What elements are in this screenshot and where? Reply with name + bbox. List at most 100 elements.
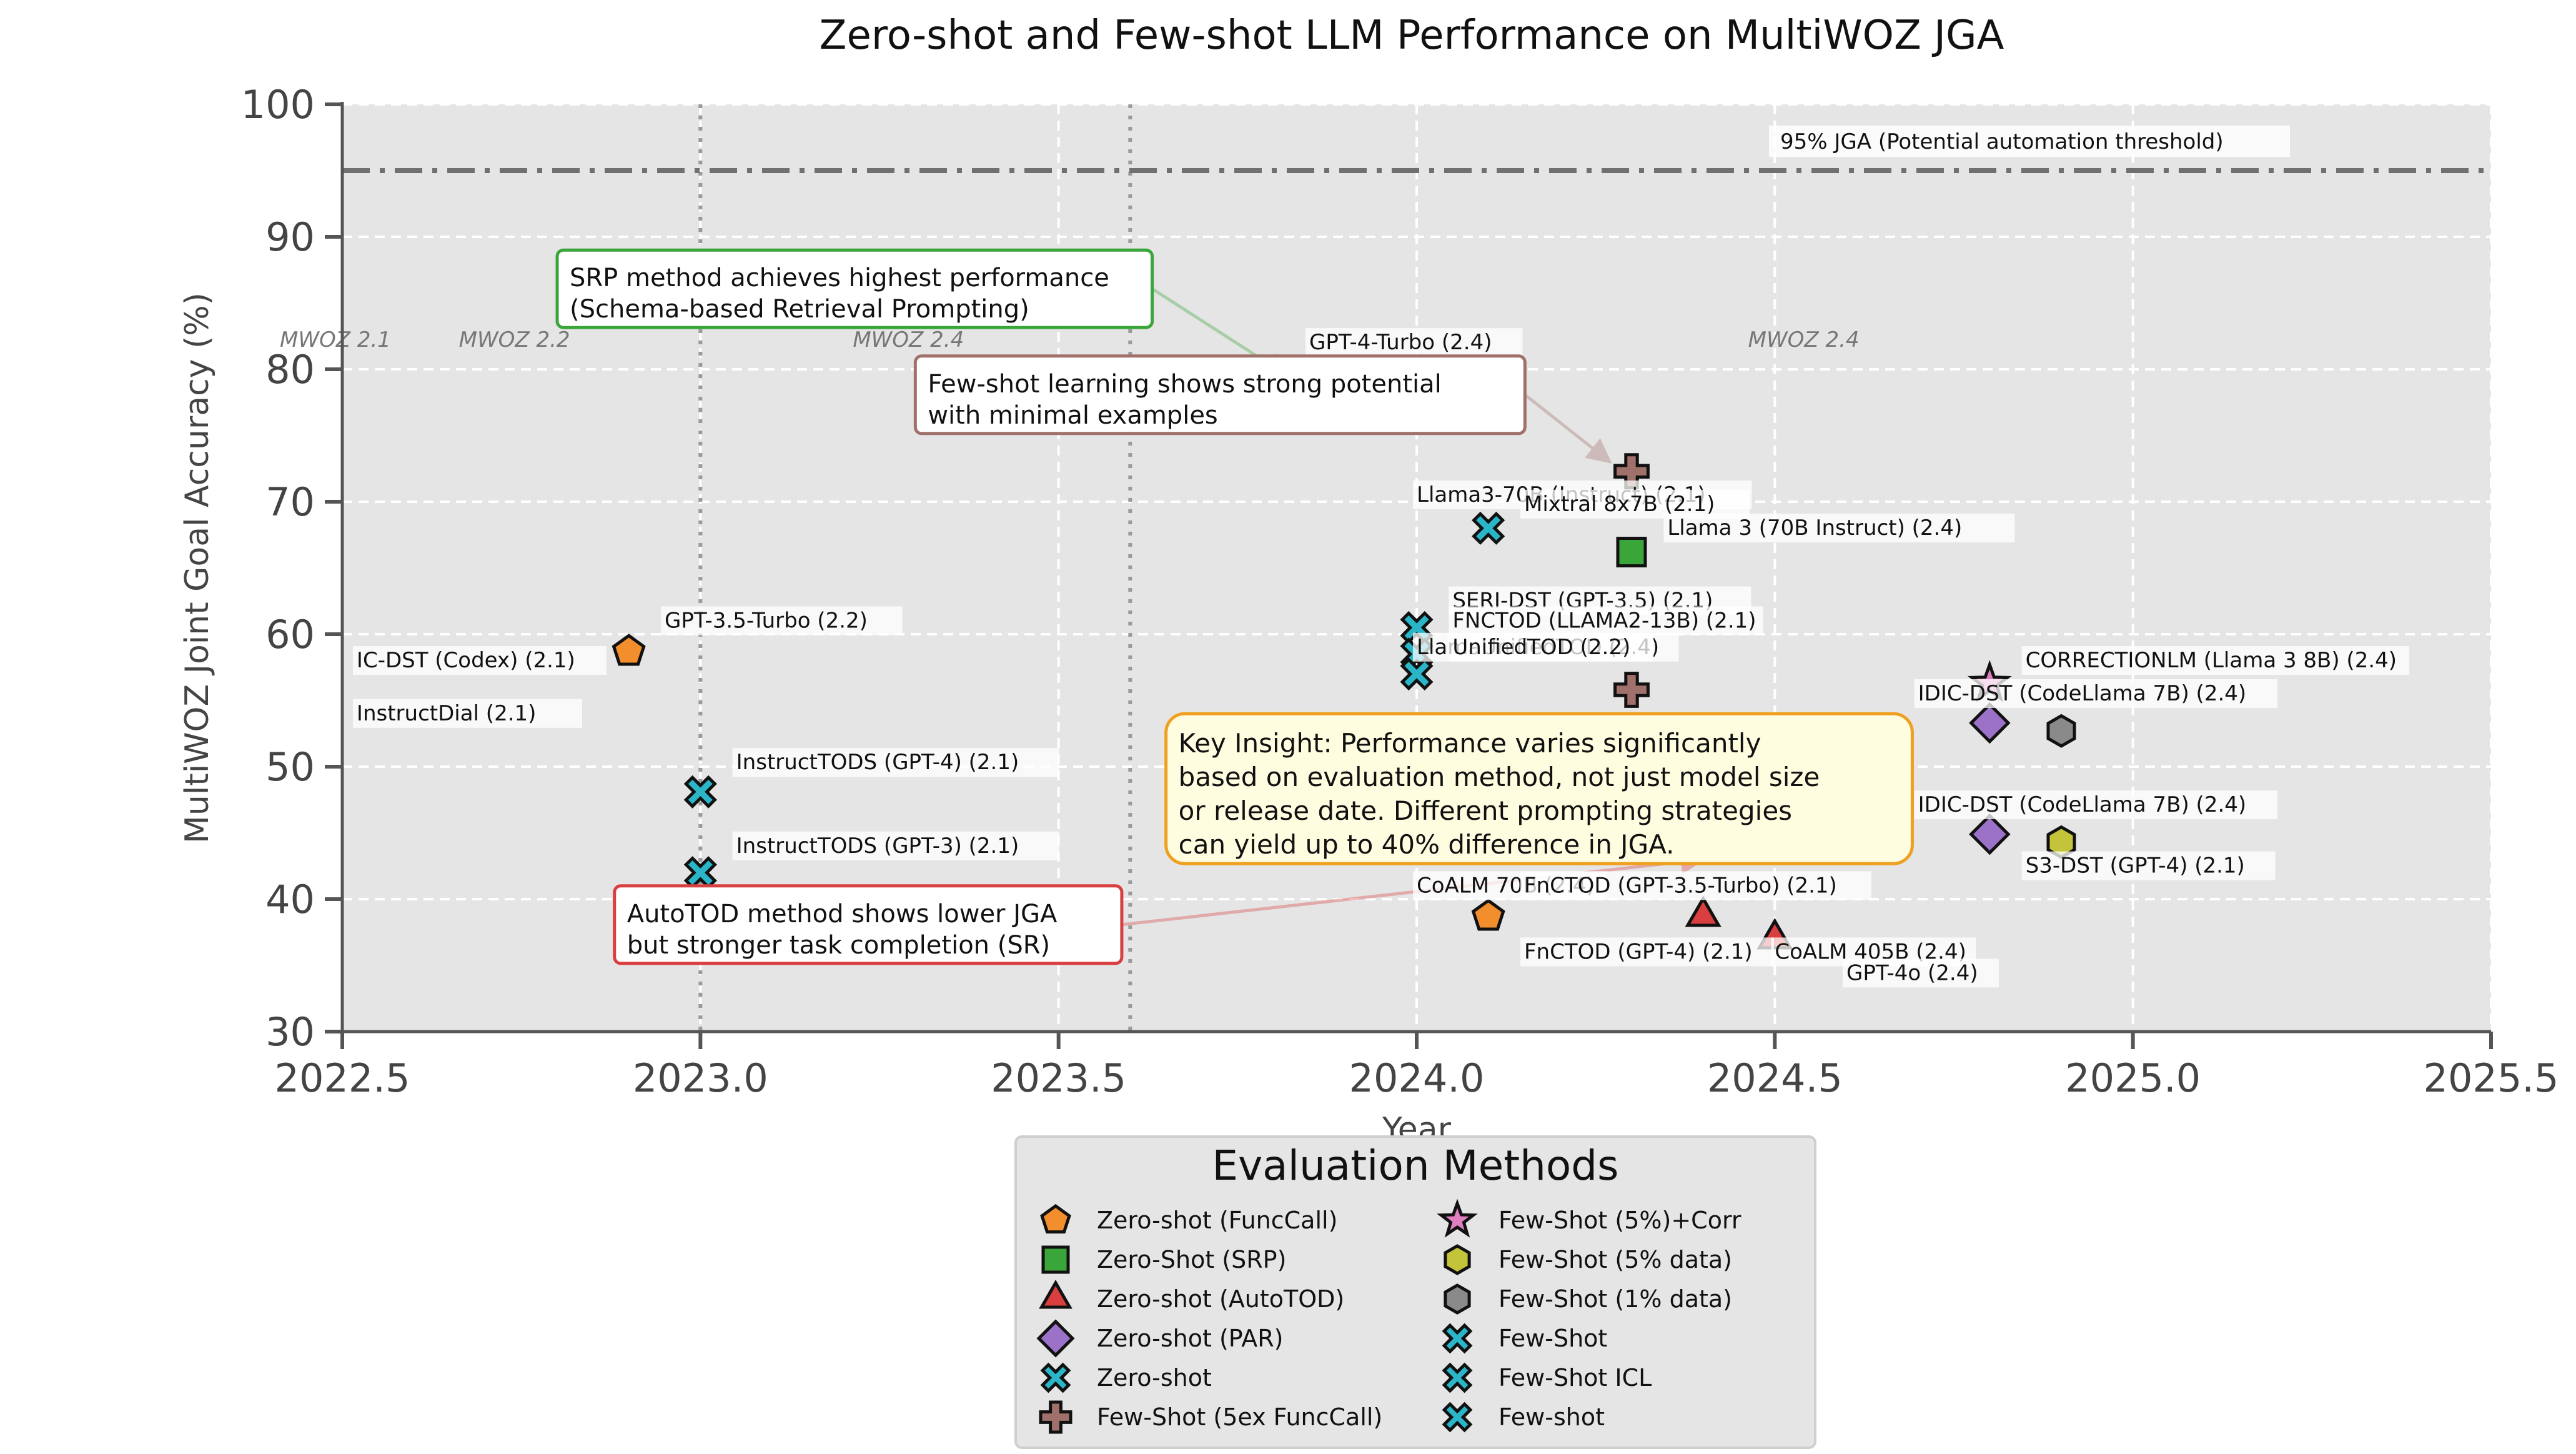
- annotation-text: Key Insight: Performance varies signific…: [1179, 728, 1761, 759]
- annotation-box: [1164, 712, 1914, 865]
- point-label-bg: [352, 699, 582, 728]
- point-label-bg: [2021, 851, 2276, 880]
- chart-title: Zero-shot and Few-shot LLM Performance o…: [820, 12, 2004, 59]
- legend-marker: [1437, 1198, 1478, 1238]
- threshold-group: 95% JGA (Potential automation threshold): [342, 126, 2491, 173]
- data-point: [1685, 895, 1721, 927]
- x-tick-label: 2025.0: [2065, 1055, 2201, 1101]
- version-labels: MWOZ 2.1 MWOZ 2.2 MWOZ 2.4 MWOZ 2.4: [280, 327, 1860, 352]
- x-tick-label: 2023.0: [633, 1055, 768, 1101]
- annotation-text: with minimal examples: [928, 401, 1217, 430]
- point-label-bg: [732, 831, 1059, 860]
- legend-label: Zero-shot: [1097, 1364, 1212, 1392]
- point-label-bg: [1914, 679, 2278, 708]
- point-label-bg: [661, 606, 903, 635]
- point-label-bg: [352, 646, 607, 675]
- legend-title: Evaluation Methods: [1212, 1142, 1618, 1190]
- point-label: Mixtral 8x7B (2.1): [1524, 492, 1715, 517]
- legend-marker: [1444, 1244, 1471, 1275]
- legend-label: Few-Shot (1% data): [1499, 1285, 1732, 1313]
- point-labels: IC-DST (Codex) (2.1) InstructDial (2.1) GP…: [352, 328, 2410, 988]
- version-label: MWOZ 2.4: [853, 327, 964, 352]
- y-tick-label: 40: [265, 877, 315, 922]
- y-tick-label: 80: [265, 347, 315, 392]
- annotations: SRP method achieves highest performance (…: [555, 248, 1914, 965]
- legend-marker: [1040, 1203, 1071, 1234]
- annotation-text: AutoTOD method shows lower JGA: [627, 900, 1058, 929]
- data-point: [1613, 672, 1650, 708]
- legend-marker: [1442, 1402, 1473, 1433]
- legend-marker: [1442, 1362, 1473, 1393]
- legend-label: Zero-shot (PAR): [1097, 1325, 1284, 1352]
- data-point: [683, 775, 717, 809]
- point-label: GPT-3.5-Turbo (2.2): [665, 608, 868, 633]
- legend-marker: [1040, 1362, 1071, 1393]
- point-label-bg: [1843, 959, 1999, 988]
- x-tick-label: 2024.0: [1349, 1055, 1485, 1101]
- data-point: [1616, 537, 1647, 568]
- annotation-arrow: [1121, 849, 1706, 927]
- legend: Evaluation Methods Zero-shot (FuncCall)Z…: [1014, 1135, 1816, 1449]
- point-label-bg: [1914, 790, 2278, 820]
- point-label-bg: [1305, 328, 1523, 357]
- point-label: IDIC-DST (CodeLlama 7B) (2.4): [1918, 792, 2247, 817]
- legend-label: Zero-shot (AutoTOD): [1097, 1285, 1344, 1313]
- point-label: UnifiedTOD (2.2): [1452, 635, 1630, 660]
- point-label: InstructDial (2.1): [357, 701, 537, 726]
- point-label: GPT-4-Turbo (2.4): [1309, 330, 1492, 355]
- data-point: [1400, 657, 1434, 691]
- y-tick-label: 30: [265, 1009, 315, 1055]
- legend-label: Few-Shot ICL: [1499, 1364, 1652, 1392]
- data-point: [2046, 714, 2076, 748]
- point-label-bg: [1663, 514, 2015, 542]
- point-label-bg: [2021, 646, 2410, 675]
- legend-marker: [1442, 1323, 1473, 1354]
- point-label-bg: [1449, 632, 1654, 662]
- legend-box: [1014, 1135, 1816, 1449]
- point-label: FNCTOD (LLAMA2-13B) (2.1): [1452, 608, 1756, 633]
- version-label: MWOZ 2.1: [280, 327, 391, 352]
- point-label: InstructTODS (GPT-4) (2.1): [736, 750, 1019, 775]
- annotation-text: or release date. Different prompting str…: [1179, 795, 1792, 826]
- legend-marker: [1039, 1400, 1073, 1434]
- point-label-bg: [732, 748, 1059, 777]
- y-tick-label: 100: [241, 82, 315, 127]
- legend-label: Few-Shot (5ex FuncCall): [1097, 1403, 1382, 1431]
- annotation-text: can yield up to 40% difference in JGA.: [1179, 829, 1675, 860]
- x-tick-label: 2025.5: [2424, 1055, 2559, 1101]
- data-points: [612, 361, 2076, 950]
- legend-items: Zero-shot (FuncCall) Zero-Shot (SRP) Zero-…: [1036, 1198, 1741, 1434]
- point-label: FnCTOD (GPT-4) (2.1): [1524, 939, 1753, 964]
- annotation-text: SRP method achieves highest performance: [570, 264, 1109, 292]
- legend-label: Few-Shot (5% data): [1499, 1246, 1732, 1273]
- legend-label: Zero-Shot (SRP): [1097, 1246, 1286, 1273]
- point-label: FnCTOD (GPT-3.5-Turbo) (2.1): [1524, 873, 1837, 898]
- legend-marker: [1039, 1279, 1073, 1309]
- point-label-bg: [1520, 937, 1774, 967]
- point-label: IDIC-DST (CodeLlama 7B) (2.4): [1918, 681, 2247, 706]
- data-point: [1472, 511, 1505, 545]
- annotation-text: based on evaluation method, not just mod…: [1179, 762, 1820, 792]
- annotation-arrow: [1523, 393, 1612, 464]
- data-point: [1969, 702, 2011, 744]
- legend-marker: [1041, 1245, 1070, 1274]
- annotation-text: but stronger task completion (SR): [627, 931, 1050, 960]
- y-tick-label: 50: [265, 744, 315, 790]
- legend-label: Few-Shot (5%)+Corr: [1499, 1207, 1741, 1234]
- point-label: GPT-4o (2.4): [1846, 960, 1978, 985]
- y-axis-label: MultiWOZ Joint Goal Accuracy (%): [179, 292, 216, 844]
- y-tick-label: 70: [265, 479, 315, 525]
- point-label: IC-DST (Codex) (2.1): [357, 648, 575, 673]
- point-label-bg: [1520, 871, 1871, 900]
- legend-label: Few-Shot: [1499, 1325, 1607, 1352]
- data-point: [1969, 813, 2011, 855]
- y-tick-label: 90: [265, 214, 315, 260]
- threshold-label: 95% JGA (Potential automation threshold): [1780, 129, 2224, 154]
- point-label: S3-DST (GPT-4) (2.1): [2026, 854, 2245, 879]
- legend-label: Zero-shot (FuncCall): [1097, 1207, 1337, 1234]
- data-point: [1471, 899, 1505, 931]
- point-label-bg: [1449, 606, 1763, 635]
- annotation-box: [555, 248, 1154, 329]
- point-label: Llama 3 (70B Instruct) (2.4): [1667, 515, 1962, 540]
